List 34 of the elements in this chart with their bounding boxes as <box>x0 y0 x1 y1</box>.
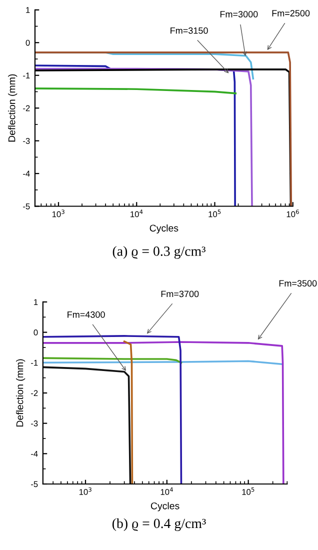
x-axis-title: Cycles <box>150 224 178 234</box>
x-tick-label: 10$^{5}$ <box>208 210 221 218</box>
text: (b) ϱ = 0.4 g/cm³ <box>112 518 206 532</box>
annotation: Fm=3000 <box>220 11 258 18</box>
y-tick-label: 1 <box>26 7 30 13</box>
x-tick-label: 10$^{3}$ <box>79 487 92 495</box>
y-tick-label: 0 <box>26 40 30 46</box>
x-tick-label: 10$^{5}$ <box>242 487 254 495</box>
x-tick-label: 10$^{4}$ <box>160 487 173 495</box>
text: (a) ϱ = 0.3 g/cm³ <box>112 246 206 259</box>
annotation: Fm=3500 <box>279 280 317 287</box>
y-axis-title: Deflection (mm) <box>8 74 18 142</box>
y-tick-label: -3 <box>31 420 38 426</box>
y-tick-label: -1 <box>23 72 30 78</box>
x-tick-label: 10$^{6}$ <box>286 210 299 218</box>
y-tick-label: -1 <box>31 360 38 366</box>
annotation: Fm=3150 <box>170 27 208 34</box>
x-tick-label: 10$^{3}$ <box>52 210 64 218</box>
y-tick-label: 0 <box>34 329 38 336</box>
y-tick-label: -2 <box>31 390 38 396</box>
y-axis-title: Deflection (mm) <box>16 359 26 426</box>
y-tick-label: -5 <box>31 481 38 488</box>
y-tick-label: -4 <box>31 450 38 457</box>
x-tick-label: 10$^{4}$ <box>130 210 143 218</box>
y-tick-label: -2 <box>23 105 30 112</box>
annotation: Fm=4300 <box>68 311 105 318</box>
y-tick-label: -5 <box>23 204 30 210</box>
annotation: Fm=3700 <box>161 290 199 298</box>
y-tick-label: -4 <box>23 170 30 177</box>
y-tick-label: -3 <box>23 138 30 144</box>
x-axis-title: Cycles <box>150 502 180 512</box>
y-tick-label: 1 <box>34 299 38 305</box>
annotation: Fm=2500 <box>272 10 310 16</box>
line-series <box>123 340 134 484</box>
